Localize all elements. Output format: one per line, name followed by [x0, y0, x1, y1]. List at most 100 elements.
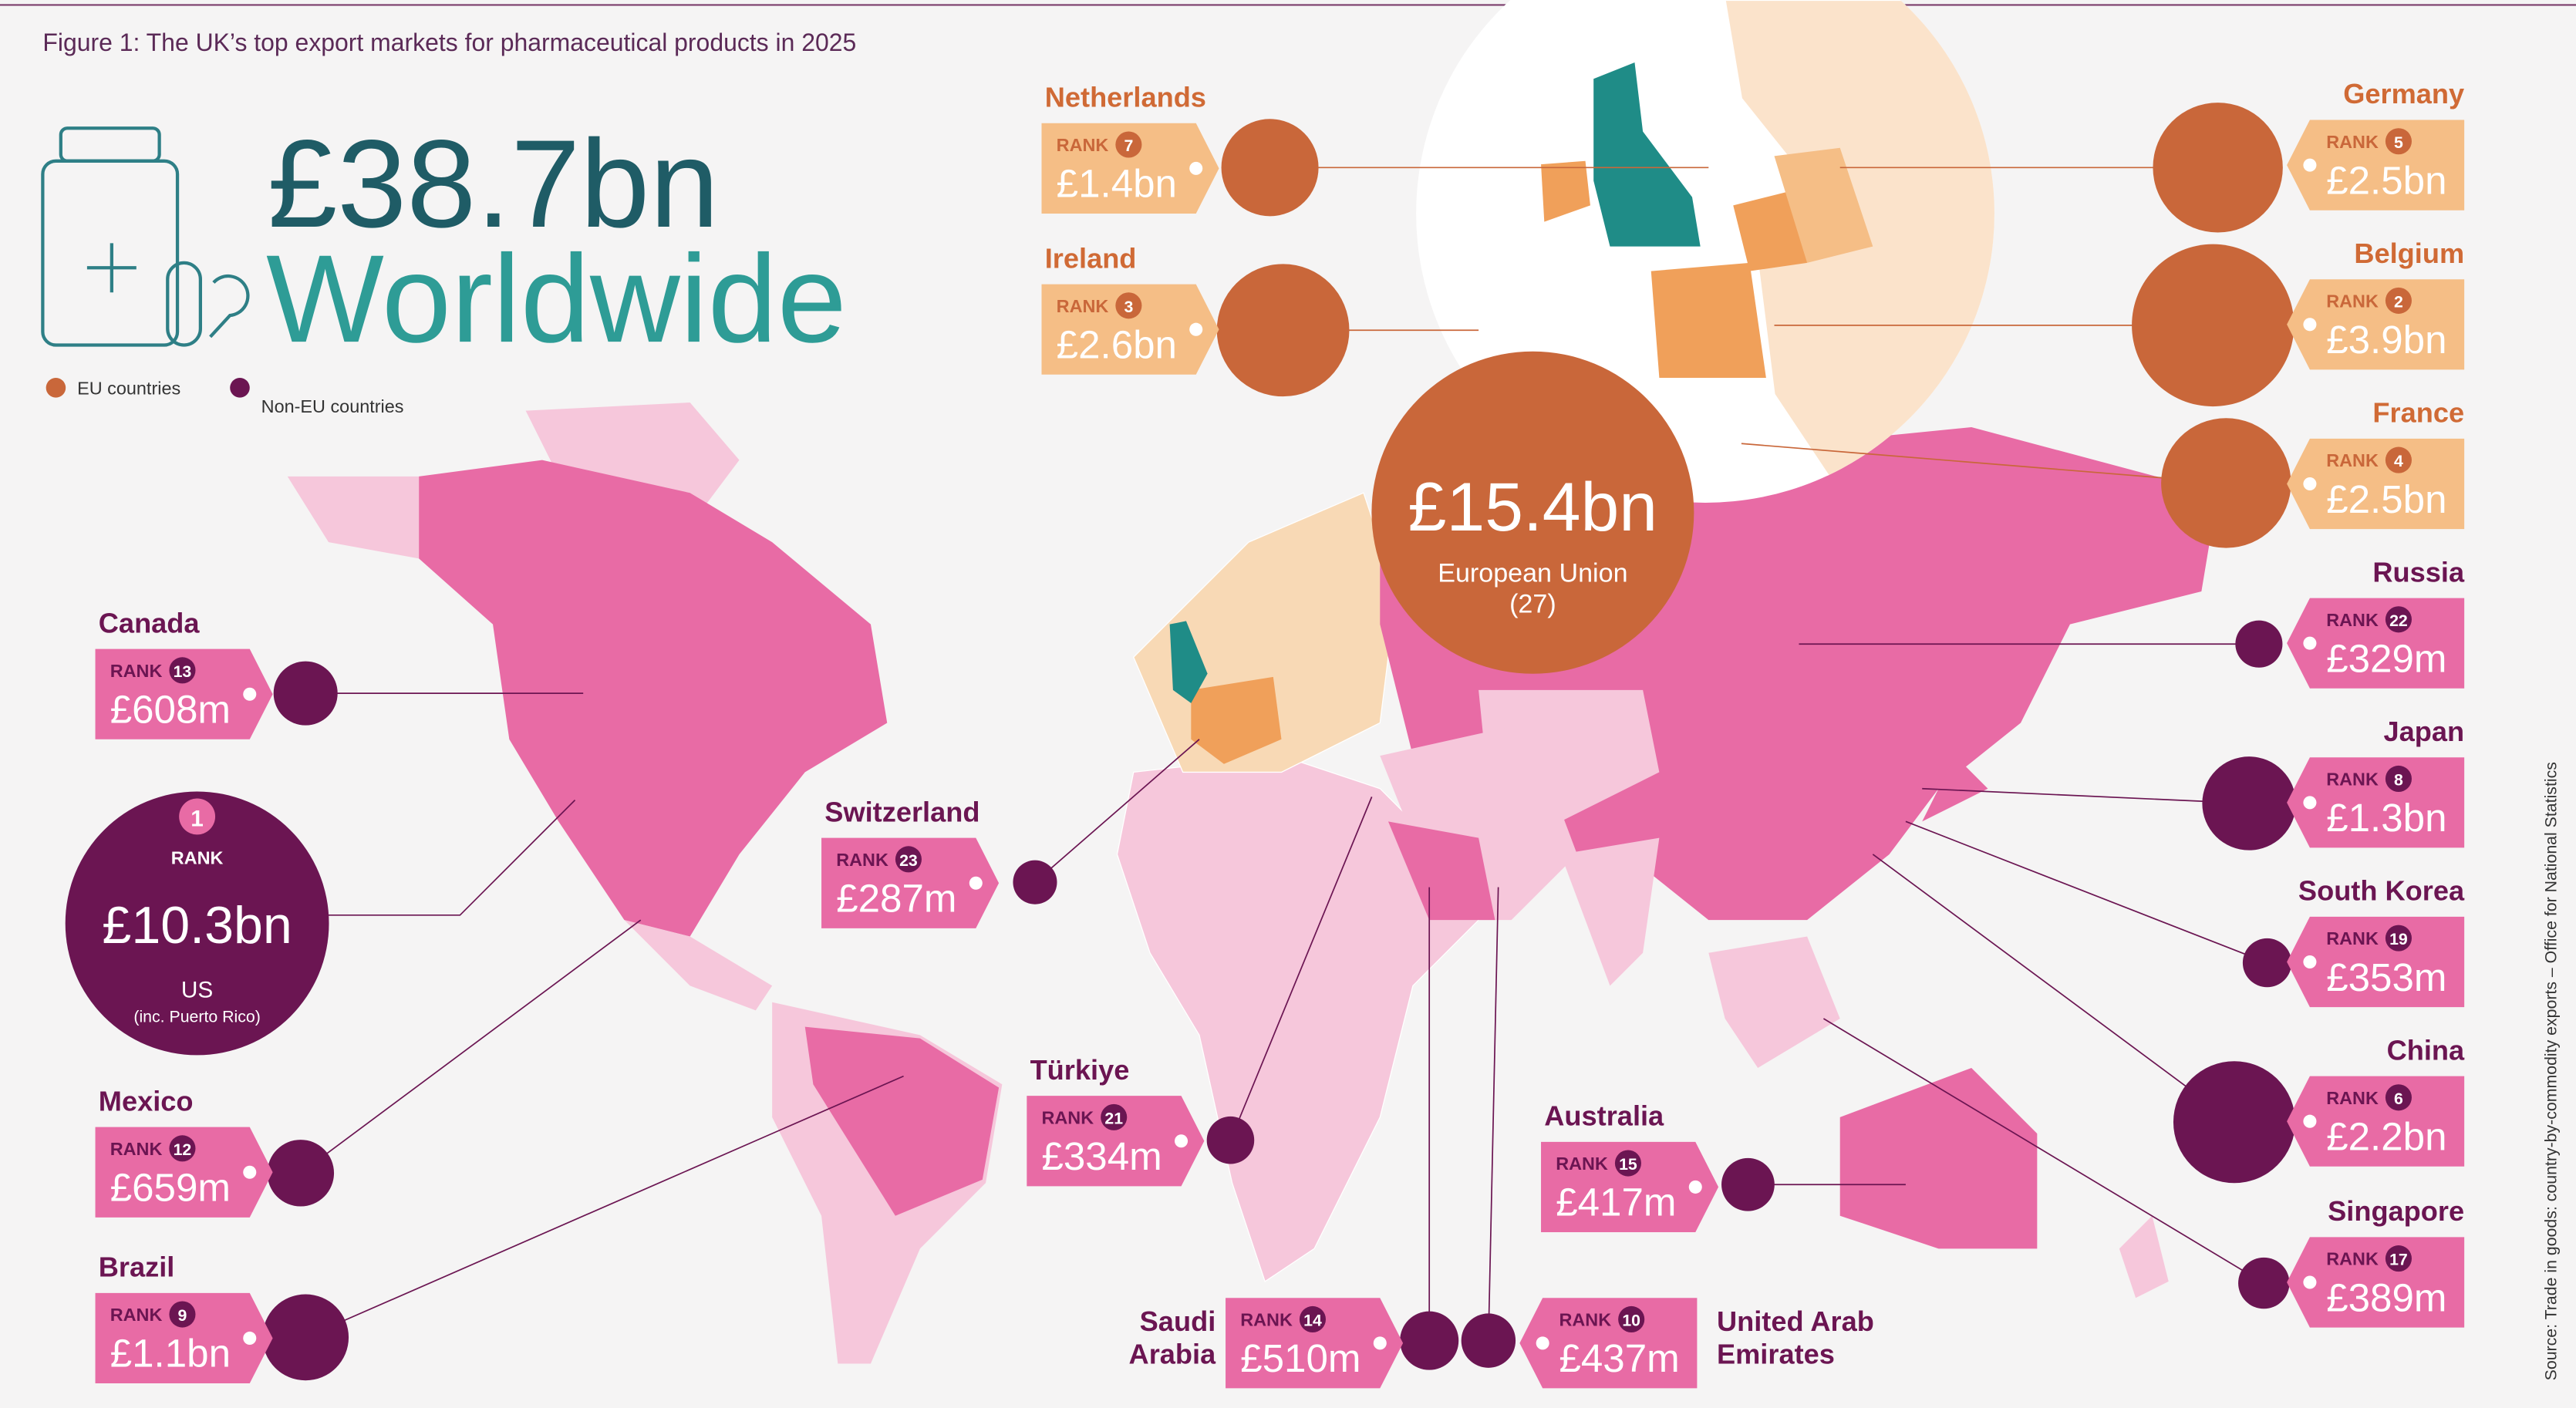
rank-badge	[2385, 1245, 2412, 1272]
value-label: £1.3bn	[2326, 796, 2446, 840]
rank-label: RANK	[2326, 291, 2379, 311]
rank-number: 13	[174, 662, 192, 681]
rank-number: 23	[899, 851, 918, 870]
central-america	[624, 920, 773, 1011]
leader-line	[1229, 797, 1373, 1141]
market-name: Singapore	[2328, 1195, 2464, 1227]
value-label: £2.6bn	[1057, 322, 1177, 366]
rank-badge	[1115, 292, 1142, 319]
market-name: Mexico	[99, 1085, 194, 1117]
market-bubble	[262, 1294, 349, 1381]
tag-hole	[1189, 322, 1203, 336]
rank-badge	[1115, 131, 1142, 158]
value-tag	[2287, 1076, 2465, 1167]
market-bubble	[1216, 264, 1350, 397]
rank-number: 21	[1104, 1109, 1123, 1127]
markers: EU countries Non-EU countries RANK 7 £1.4bn N…	[46, 78, 2465, 1389]
south-east-asia	[1708, 936, 1840, 1068]
africa	[1116, 755, 1479, 1282]
rank-badge	[2385, 765, 2412, 792]
value-label: £3.9bn	[2326, 318, 2446, 362]
tag-hole	[2303, 1275, 2317, 1289]
medicine-icon	[41, 126, 250, 347]
value-label: £510m	[1240, 1336, 1360, 1380]
market-bubble	[2238, 1257, 2290, 1309]
leader-line	[1872, 854, 2235, 1123]
us-value-label: £10.3bn	[102, 896, 292, 955]
market-bubble	[273, 661, 338, 726]
rank-number: 1	[191, 807, 204, 832]
value-tag	[1041, 123, 1219, 214]
value-tag	[95, 1292, 273, 1384]
market-name: Ireland	[1045, 242, 1137, 274]
rank-number: 5	[2394, 133, 2403, 152]
value-label: £2.2bn	[2326, 1114, 2446, 1158]
rank-label: RANK	[1240, 1309, 1293, 1329]
legend-swatch	[230, 378, 250, 398]
tag-hole	[1373, 1336, 1387, 1350]
rank-label: RANK	[1057, 135, 1109, 155]
value-label: £329m	[2326, 636, 2446, 680]
value-tag	[2287, 1237, 2465, 1328]
rank-badge	[2385, 446, 2412, 473]
rank-label: RANK	[110, 661, 163, 681]
rank-label: RANK	[1559, 1309, 1611, 1329]
rank-number: 19	[2389, 930, 2408, 948]
rank-badge	[2385, 287, 2412, 314]
rank-label: RANK	[836, 850, 888, 870]
value-label: £353m	[2326, 955, 2446, 999]
leader-line	[305, 1075, 904, 1339]
rank-badge	[2385, 128, 2412, 155]
value-tag	[2287, 916, 2465, 1008]
tag-hole	[243, 687, 257, 701]
rank-number: 12	[174, 1140, 192, 1159]
rank-badge	[895, 846, 922, 873]
value-tag	[2287, 279, 2465, 370]
value-tag	[2287, 757, 2465, 848]
value-label: £608m	[110, 687, 231, 731]
rank-badge	[1299, 1305, 1326, 1332]
value-tag	[821, 837, 1000, 928]
tag-hole	[2303, 158, 2317, 172]
rank-number: 15	[1619, 1155, 1637, 1174]
rank-number: 6	[2394, 1090, 2403, 1108]
australia	[1839, 1067, 2038, 1249]
value-tag	[1519, 1298, 1698, 1389]
market-name: France	[2372, 397, 2464, 429]
eu-bubble	[1371, 351, 1694, 674]
new-zealand	[2119, 1215, 2169, 1299]
inset-map	[1541, 0, 1994, 494]
ireland	[1541, 160, 1590, 222]
market-bubble	[2153, 103, 2283, 233]
value-tag	[1226, 1298, 1404, 1389]
rank-label: RANK	[110, 1305, 163, 1325]
market-bubble	[1721, 1157, 1775, 1211]
rank-label: RANK	[2326, 769, 2379, 789]
japan	[1922, 756, 1988, 822]
rank-badge	[1101, 1103, 1128, 1130]
great-britain	[1593, 62, 1701, 247]
rank-label: RANK	[1041, 1107, 1094, 1127]
market-bubble	[2235, 620, 2283, 668]
rank-label: RANK	[1556, 1154, 1608, 1174]
rank-number: 8	[2394, 770, 2403, 789]
tag-hole	[1688, 1180, 1702, 1194]
value-label: £389m	[2326, 1275, 2446, 1319]
value-tag	[2287, 598, 2465, 689]
leader-line	[1922, 787, 2250, 804]
rank-number: 2	[2394, 292, 2403, 311]
market-name: Canada	[99, 607, 201, 638]
market-name-box: Saudi Arabia	[1129, 1306, 1216, 1370]
market-name: Switzerland	[824, 796, 979, 827]
tag-hole	[2303, 636, 2317, 650]
market-name: Belgium	[2354, 237, 2464, 269]
market-name: South Korea	[2298, 875, 2465, 907]
legend-swatch	[46, 378, 66, 398]
market-name-box: United Arab Emirates	[1717, 1306, 1874, 1370]
eu-markets	[1191, 676, 1282, 764]
leader-line	[312, 800, 576, 916]
leader-line	[1905, 820, 2267, 964]
market-bubble	[1013, 860, 1057, 904]
